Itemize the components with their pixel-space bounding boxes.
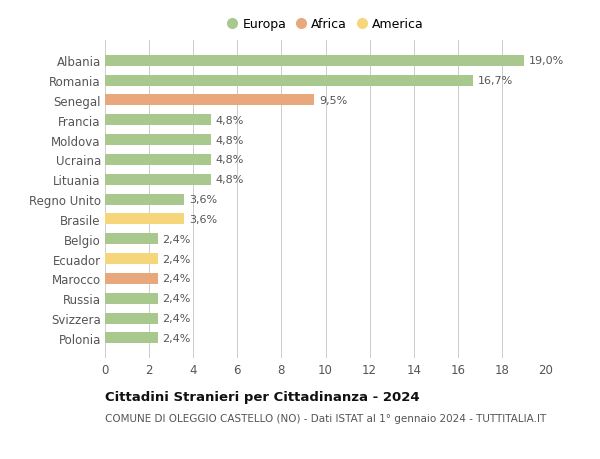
Bar (105, 214, 184, 225)
Text: 9,5%: 9,5% (319, 96, 347, 106)
Legend: Europa, Africa, America: Europa, Africa, America (225, 16, 426, 34)
Text: 2,4%: 2,4% (163, 313, 191, 324)
Bar (105, 95, 314, 106)
Text: 2,4%: 2,4% (163, 333, 191, 343)
Text: 4,8%: 4,8% (215, 116, 244, 125)
Text: 3,6%: 3,6% (189, 214, 217, 224)
Text: 2,4%: 2,4% (163, 234, 191, 244)
Bar (105, 333, 158, 344)
Bar (105, 135, 211, 146)
Bar (105, 293, 158, 304)
Bar (105, 174, 211, 185)
Text: COMUNE DI OLEGGIO CASTELLO (NO) - Dati ISTAT al 1° gennaio 2024 - TUTTITALIA.IT: COMUNE DI OLEGGIO CASTELLO (NO) - Dati I… (105, 413, 546, 423)
Bar (105, 234, 158, 245)
Text: 16,7%: 16,7% (478, 76, 513, 86)
Text: 2,4%: 2,4% (163, 274, 191, 284)
Text: 2,4%: 2,4% (163, 294, 191, 303)
Bar (105, 313, 158, 324)
Bar (105, 274, 158, 284)
Bar (105, 56, 524, 67)
Text: 3,6%: 3,6% (189, 195, 217, 205)
Text: 19,0%: 19,0% (529, 56, 563, 66)
Text: 4,8%: 4,8% (215, 135, 244, 146)
Bar (105, 194, 184, 205)
Bar (105, 115, 211, 126)
Text: Cittadini Stranieri per Cittadinanza - 2024: Cittadini Stranieri per Cittadinanza - 2… (105, 390, 419, 403)
Text: 2,4%: 2,4% (163, 254, 191, 264)
Bar (105, 75, 473, 86)
Bar (105, 253, 158, 264)
Text: 4,8%: 4,8% (215, 175, 244, 185)
Text: 4,8%: 4,8% (215, 155, 244, 165)
Bar (105, 155, 211, 166)
